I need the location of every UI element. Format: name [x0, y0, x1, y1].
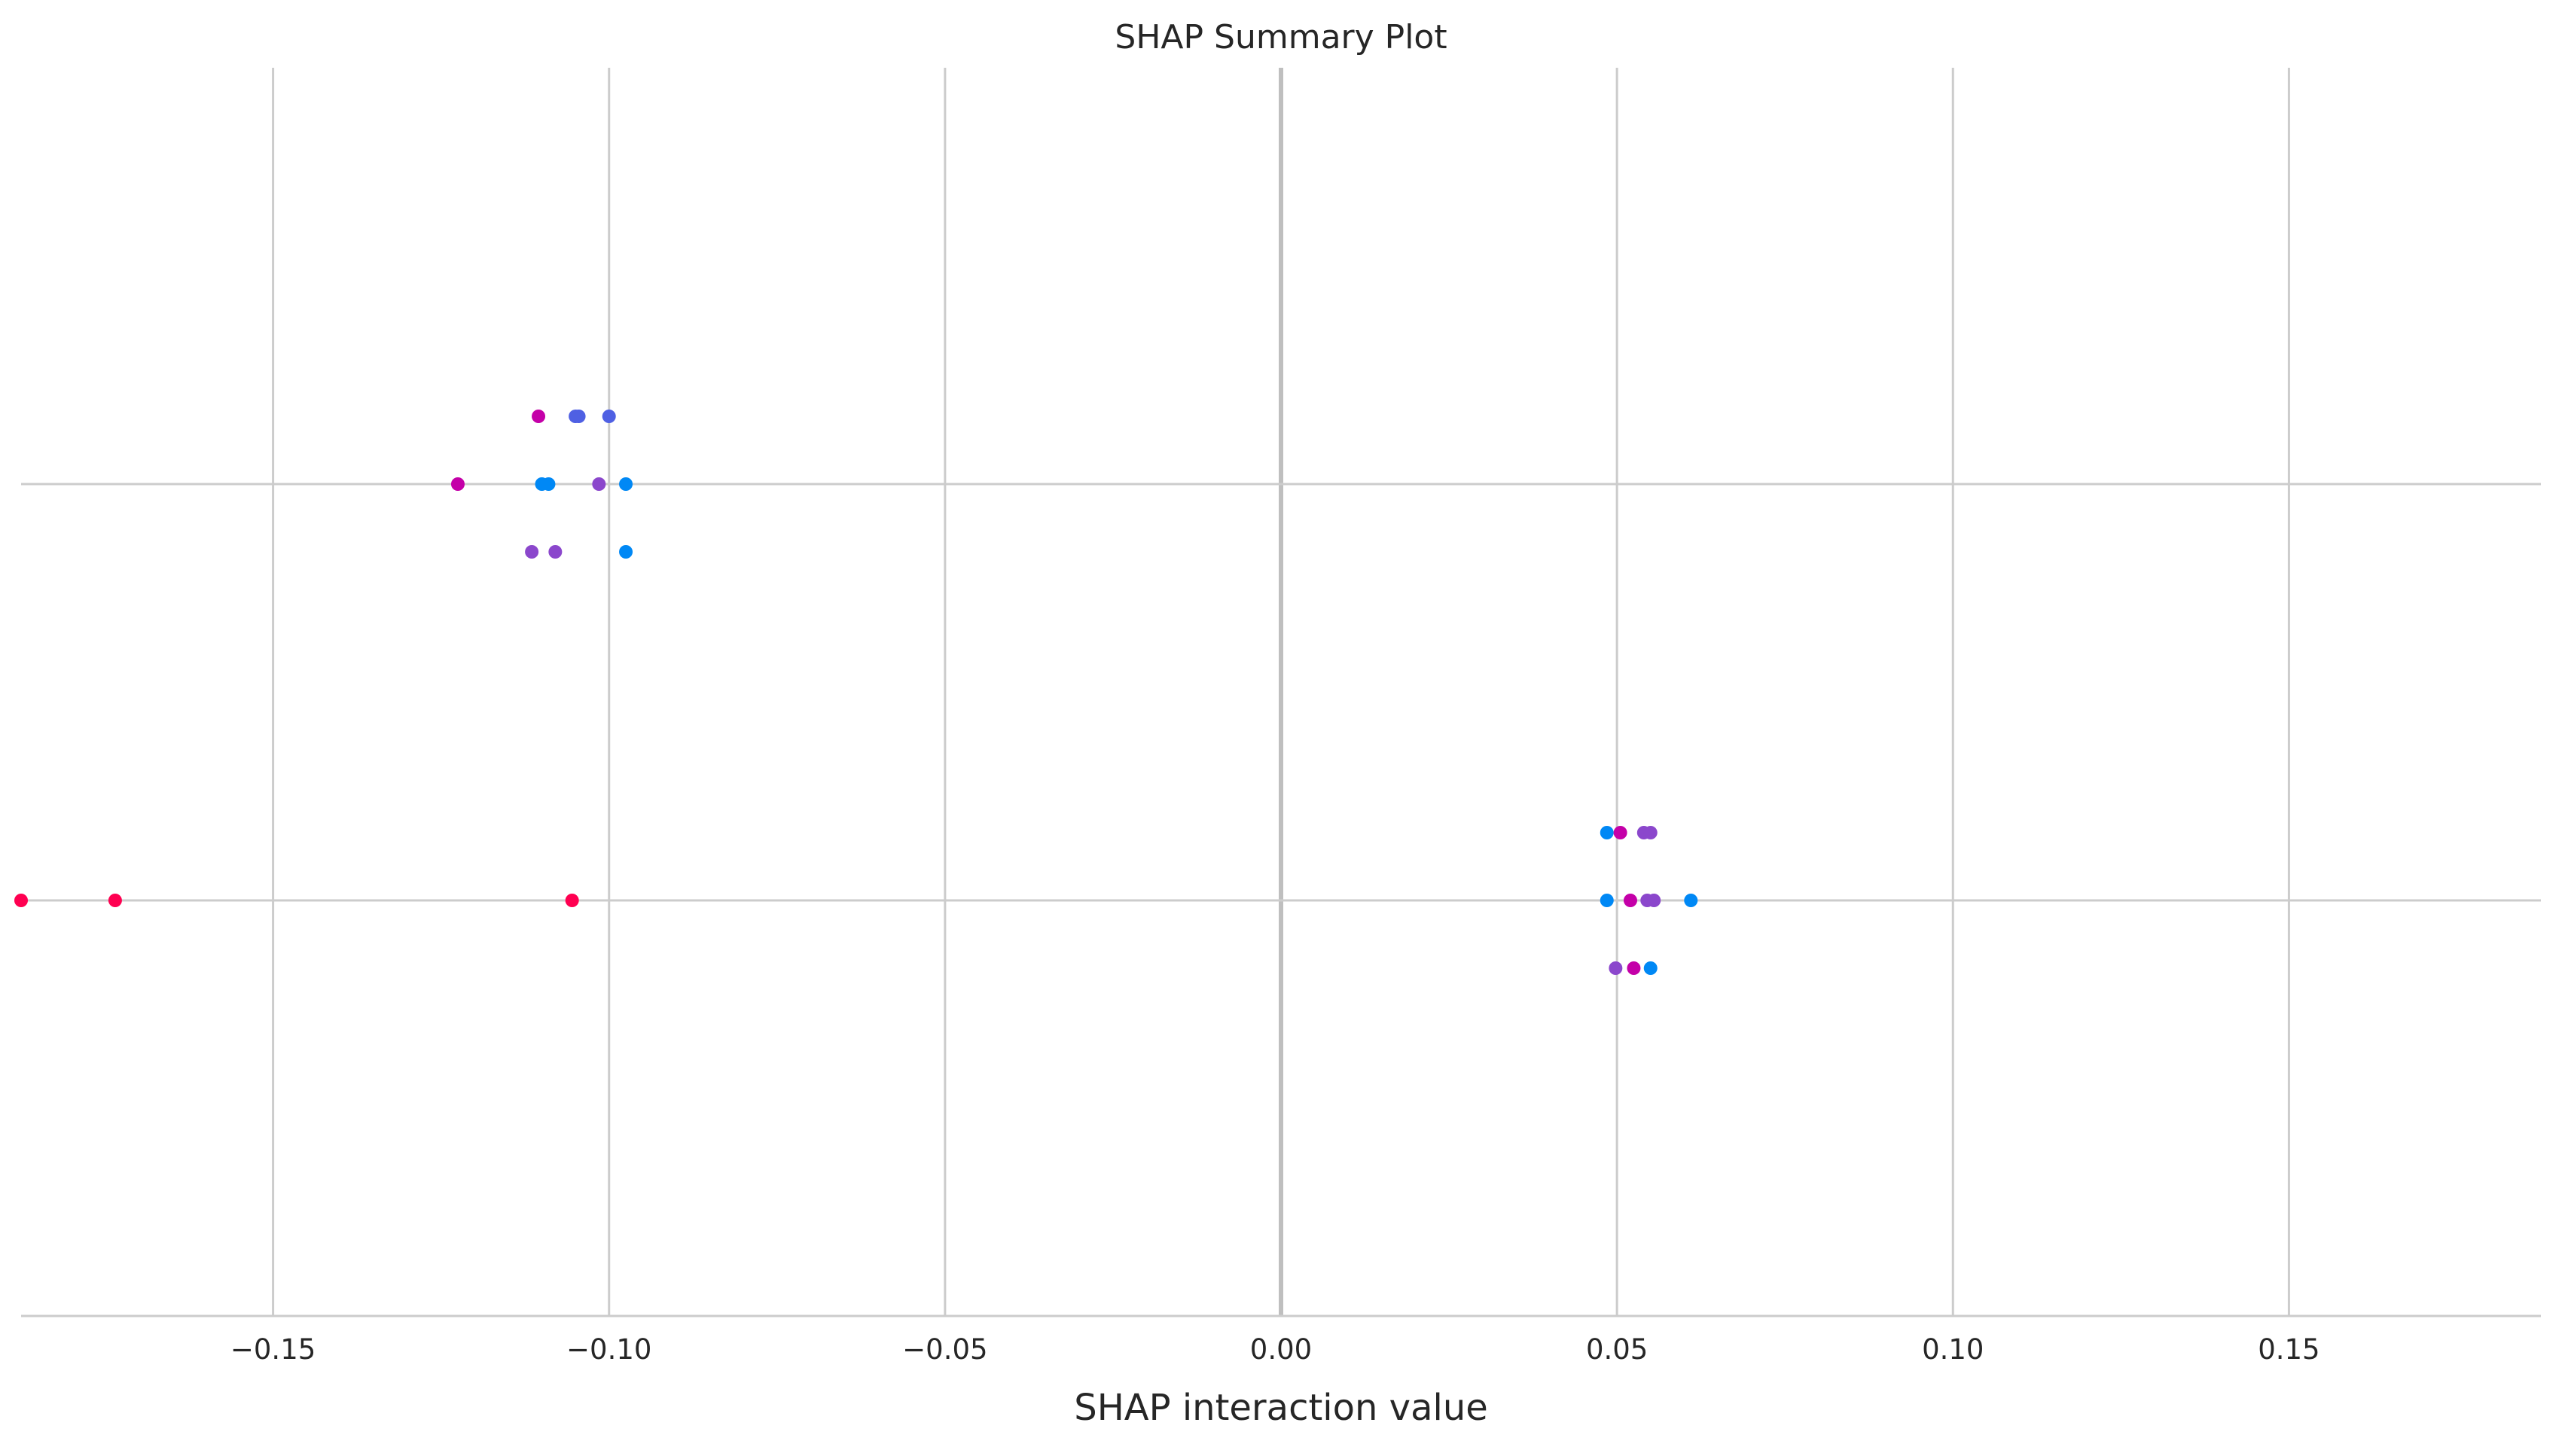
data-point	[1609, 961, 1623, 975]
ticks-layer: −0.15 −0.10 −0.05 0.00 0.05 0.10 0.15	[230, 1333, 2320, 1366]
x-tick-label: −0.10	[566, 1333, 651, 1366]
data-point	[548, 545, 563, 559]
data-point	[1627, 961, 1641, 975]
data-point	[1643, 826, 1658, 839]
x-axis-label: SHAP interaction value	[1074, 1387, 1488, 1429]
data-point	[108, 894, 122, 907]
data-point	[450, 477, 465, 491]
grid-layer	[21, 68, 2541, 1317]
x-tick-label: 0.00	[1250, 1333, 1312, 1366]
data-point	[565, 894, 579, 907]
data-point	[1600, 894, 1614, 907]
points-layer	[14, 410, 1698, 975]
data-point	[592, 477, 606, 491]
data-point	[619, 477, 633, 491]
data-point	[619, 545, 633, 559]
data-point	[602, 410, 616, 423]
x-tick-label: 0.15	[2258, 1333, 2320, 1366]
data-point	[1647, 894, 1661, 907]
data-point	[1623, 894, 1637, 907]
data-point	[1600, 826, 1614, 839]
chart-title: SHAP Summary Plot	[1115, 18, 1447, 56]
data-point	[14, 894, 28, 907]
x-tick-label: −0.15	[230, 1333, 316, 1366]
data-point	[1613, 826, 1627, 839]
x-tick-label: 0.10	[1922, 1333, 1984, 1366]
data-point	[532, 410, 546, 423]
data-point	[525, 545, 539, 559]
x-tick-label: −0.05	[902, 1333, 987, 1366]
x-tick-label: 0.05	[1586, 1333, 1648, 1366]
data-point	[541, 477, 556, 491]
data-point	[1684, 894, 1698, 907]
data-point	[572, 410, 586, 423]
data-point	[1643, 961, 1658, 975]
